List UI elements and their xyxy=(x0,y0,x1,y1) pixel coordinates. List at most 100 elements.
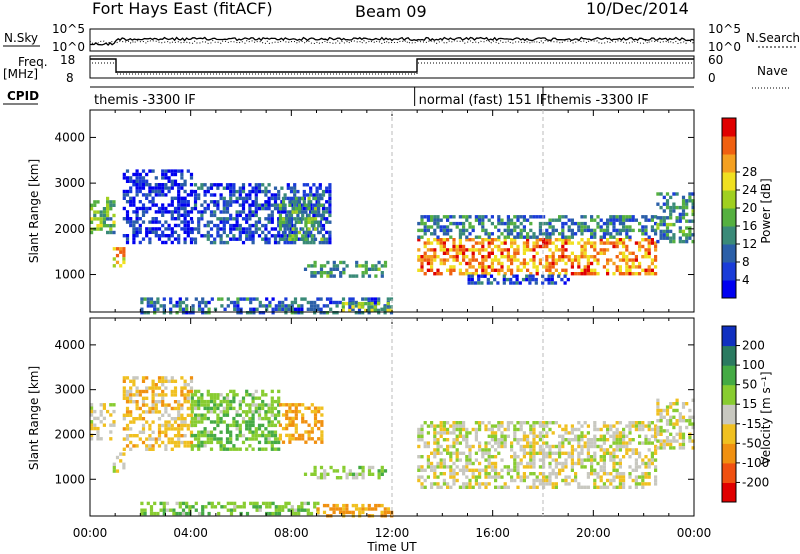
scatter-cell xyxy=(462,485,466,489)
scatter-cell xyxy=(478,215,482,219)
scatter-cell xyxy=(170,179,174,183)
scatter-cell xyxy=(141,410,146,414)
scatter-cell xyxy=(161,403,165,407)
scatter-cell xyxy=(503,485,507,489)
scatter-cell xyxy=(561,244,565,249)
scatter-cell xyxy=(593,268,597,272)
scatter-cell xyxy=(238,399,242,404)
scatter-cell xyxy=(570,444,574,449)
scatter-cell xyxy=(106,210,110,214)
scatter-cell xyxy=(125,410,130,414)
scatter-cell xyxy=(420,215,424,219)
scatter-cell xyxy=(535,272,539,276)
scatter-cell xyxy=(233,307,237,311)
scatter-cell xyxy=(164,430,168,434)
scatter-cell xyxy=(526,241,530,245)
scatter-cell xyxy=(650,451,654,455)
scatter-cell xyxy=(506,465,510,469)
scatter-cell xyxy=(426,218,430,222)
scatter-cell xyxy=(465,238,469,242)
scatter-cell xyxy=(430,255,434,259)
scatter-cell xyxy=(154,203,158,207)
scatter-cell xyxy=(681,202,686,206)
scatter-cell xyxy=(436,482,440,486)
scatter-cell xyxy=(161,430,165,434)
scatter-cell xyxy=(618,472,622,476)
scatter-cell xyxy=(503,248,507,252)
scatter-cell xyxy=(213,399,217,404)
scatter-cell xyxy=(248,217,252,221)
scatter-cell xyxy=(229,230,233,235)
scatter-cell xyxy=(151,400,155,404)
scatter-cell xyxy=(452,258,456,262)
scatter-cell xyxy=(659,205,663,210)
scatter-cell xyxy=(516,258,520,262)
scatter-cell xyxy=(586,458,590,462)
scatter-cell xyxy=(574,258,578,262)
cpid-label: CPID xyxy=(7,89,39,103)
scatter-cell xyxy=(151,420,155,424)
scatter-cell xyxy=(532,444,536,449)
scatter-cell xyxy=(190,416,194,421)
scatter-cell xyxy=(602,434,606,438)
scatter-cell xyxy=(245,403,249,407)
nsearch-tick-low: 10^0 xyxy=(708,40,741,54)
scatter-cell xyxy=(135,406,139,411)
scatter-cell xyxy=(545,261,549,266)
scatter-cell xyxy=(190,227,194,231)
scatter-cell xyxy=(644,434,648,438)
scatter-cell xyxy=(193,200,198,204)
scatter-cell xyxy=(364,507,368,511)
scatter-cell xyxy=(264,200,268,204)
scatter-cell xyxy=(191,311,195,315)
scatter-cell xyxy=(145,179,149,183)
scatter-cell xyxy=(665,436,670,440)
scatter-cell xyxy=(99,403,103,407)
scatter-cell xyxy=(190,444,194,448)
scatter-cell xyxy=(426,441,430,445)
scatter-cell xyxy=(141,403,146,407)
scatter-cell xyxy=(538,221,542,226)
scatter-cell xyxy=(316,271,320,275)
scatter-cell xyxy=(665,405,670,409)
scatter-cell xyxy=(181,511,186,516)
scatter-cell xyxy=(628,455,632,459)
scatter-cell xyxy=(164,406,168,411)
scatter-cell xyxy=(561,478,565,483)
scatter-cell xyxy=(487,265,491,269)
scatter-cell xyxy=(201,300,205,305)
scatter-cell xyxy=(283,210,287,214)
scatter-cell xyxy=(232,423,236,428)
scatter-cell xyxy=(567,441,571,445)
scatter-cell xyxy=(599,248,603,252)
scatter-cell xyxy=(487,272,491,276)
scatter-cell xyxy=(170,440,174,445)
scatter-cell xyxy=(326,472,330,476)
scatter-cell xyxy=(122,376,126,380)
scatter-cell xyxy=(148,183,152,187)
scatter-cell xyxy=(644,461,648,466)
scatter-cell xyxy=(423,232,427,236)
scatter-cell xyxy=(535,475,539,479)
scatter-cell xyxy=(304,420,308,424)
scatter-cell xyxy=(547,274,551,278)
scatter-cell xyxy=(561,441,565,445)
scatter-cell xyxy=(185,304,189,308)
scatter-cell xyxy=(264,227,268,231)
scatter-cell xyxy=(245,511,250,516)
colorbar-tick-label: 15 xyxy=(742,397,757,411)
scatter-cell xyxy=(420,265,424,269)
scatter-cell xyxy=(596,461,600,466)
scatter-cell xyxy=(181,311,186,315)
scatter-cell xyxy=(480,281,484,285)
scatter-cell xyxy=(360,305,365,309)
scatter-cell xyxy=(656,446,660,450)
scatter-cell xyxy=(612,241,616,245)
scatter-cell xyxy=(471,244,475,249)
scatter-cell xyxy=(590,241,594,245)
scatter-cell xyxy=(200,440,204,445)
scatter-cell xyxy=(188,508,192,512)
scatter-cell xyxy=(154,230,158,234)
scatter-cell xyxy=(322,503,327,508)
scatter-cell xyxy=(688,219,692,223)
